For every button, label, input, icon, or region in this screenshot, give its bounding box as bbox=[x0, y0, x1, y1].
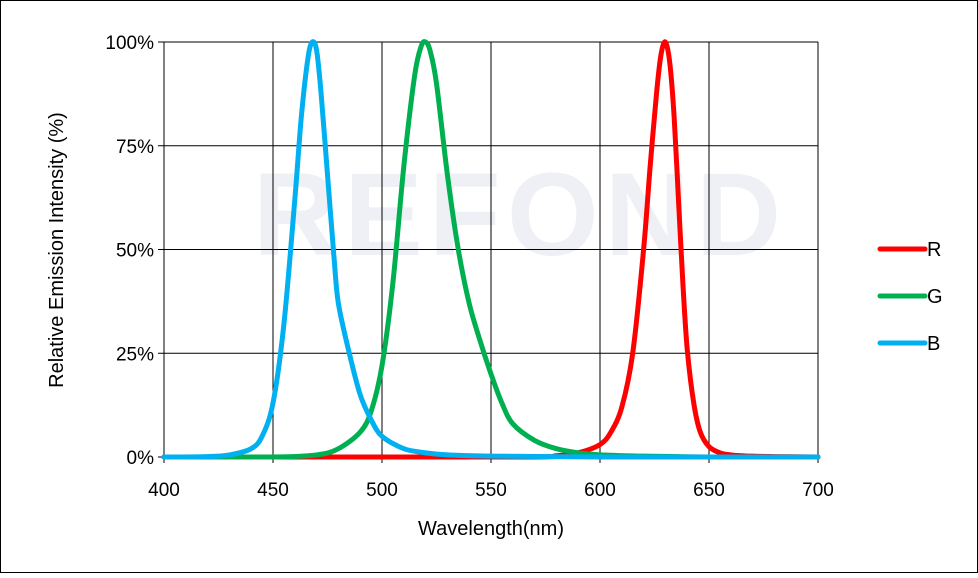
y-axis-title: Relative Emission Intensity (%) bbox=[46, 112, 68, 388]
legend: R G B bbox=[877, 239, 943, 355]
y-tick-label: 100% bbox=[105, 33, 154, 54]
y-tick-label: 0% bbox=[127, 448, 155, 469]
tick-layer: 400 450 500 550 600 650 700 0% 25% 50% 75% 100% bbox=[105, 33, 833, 501]
legend-label-b: B bbox=[927, 333, 940, 355]
x-tick-label: 650 bbox=[693, 480, 725, 501]
y-tick-label: 25% bbox=[116, 344, 154, 365]
series-line-g bbox=[161, 39, 821, 460]
x-tick-label: 500 bbox=[366, 480, 398, 501]
x-tick-label: 600 bbox=[584, 480, 616, 501]
legend-label-r: R bbox=[927, 239, 941, 261]
x-tick-label: 400 bbox=[148, 480, 180, 501]
y-tick-label: 75% bbox=[116, 137, 154, 158]
series-line-b bbox=[161, 39, 821, 460]
x-tick-label: 550 bbox=[475, 480, 507, 501]
x-axis-title: Wavelength(nm) bbox=[418, 518, 564, 540]
legend-label-g: G bbox=[927, 286, 943, 308]
x-tick-label: 450 bbox=[257, 480, 289, 501]
x-tick-label: 700 bbox=[802, 480, 834, 501]
y-tick-label: 50% bbox=[116, 241, 154, 262]
series-layer bbox=[161, 39, 821, 460]
watermark-text: REFOND bbox=[253, 149, 787, 281]
